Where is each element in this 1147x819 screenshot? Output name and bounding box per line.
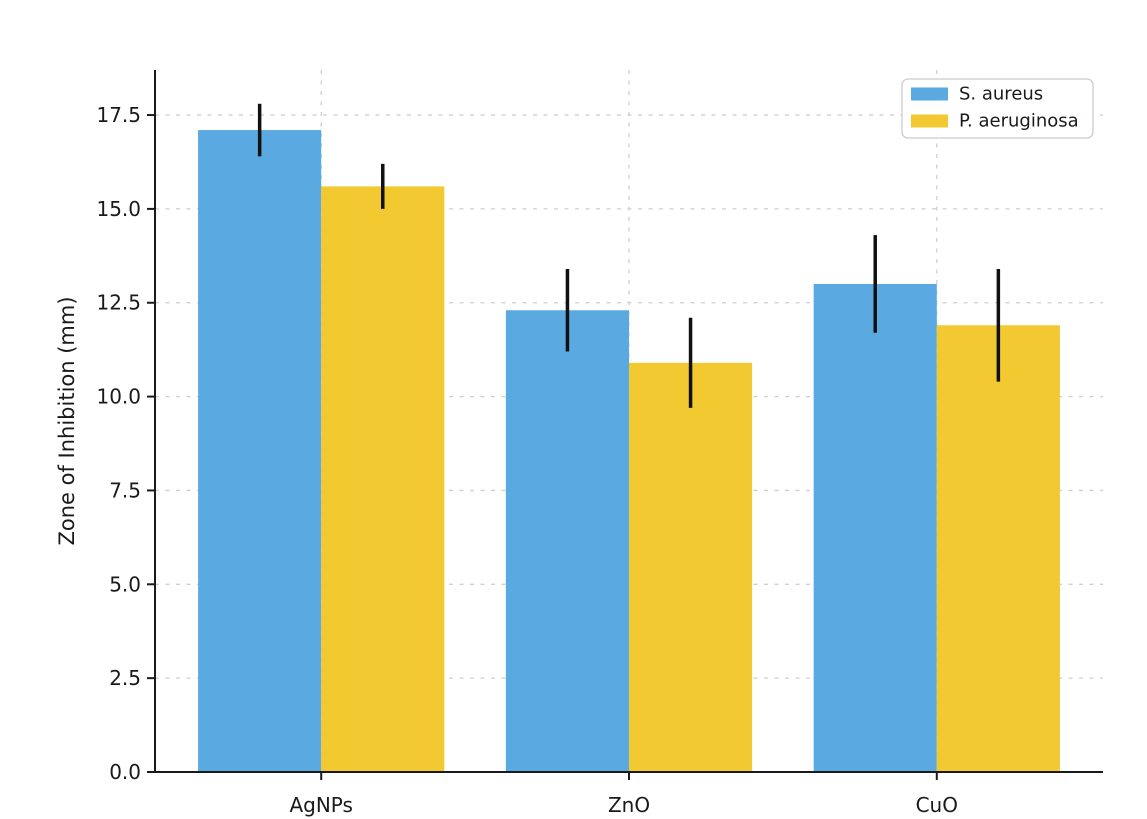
y-tick-label: 0.0 bbox=[109, 760, 141, 784]
bar-p-aeruginosa-CuO bbox=[936, 325, 1060, 772]
bar-s-aureus-ZnO bbox=[505, 310, 629, 772]
bar-s-aureus-CuO bbox=[813, 283, 937, 772]
legend-swatch bbox=[911, 114, 948, 128]
legend-box bbox=[901, 78, 1094, 139]
bar-p-aeruginosa-ZnO bbox=[629, 362, 753, 772]
y-tick-label: 12.5 bbox=[96, 291, 141, 315]
legend-swatch bbox=[911, 87, 948, 101]
legend-label: S. aureus bbox=[959, 84, 1043, 105]
y-tick-label: 7.5 bbox=[109, 478, 141, 502]
bar-s-aureus-AgNPs bbox=[198, 130, 322, 772]
y-axis-label: Zone of Inhibition (mm) bbox=[55, 296, 79, 545]
y-tick-label: 5.0 bbox=[109, 572, 141, 596]
bar-p-aeruginosa-AgNPs bbox=[321, 186, 445, 772]
legend-label: P. aeruginosa bbox=[959, 111, 1079, 132]
x-tick-label: CuO bbox=[916, 793, 958, 817]
x-tick-label: ZnO bbox=[608, 793, 650, 817]
y-tick-label: 15.0 bbox=[96, 197, 141, 221]
y-tick-label: 17.5 bbox=[96, 103, 141, 127]
x-tick-label: AgNPs bbox=[289, 793, 352, 817]
y-tick-label: 2.5 bbox=[109, 666, 141, 690]
y-tick-label: 10.0 bbox=[96, 385, 141, 409]
